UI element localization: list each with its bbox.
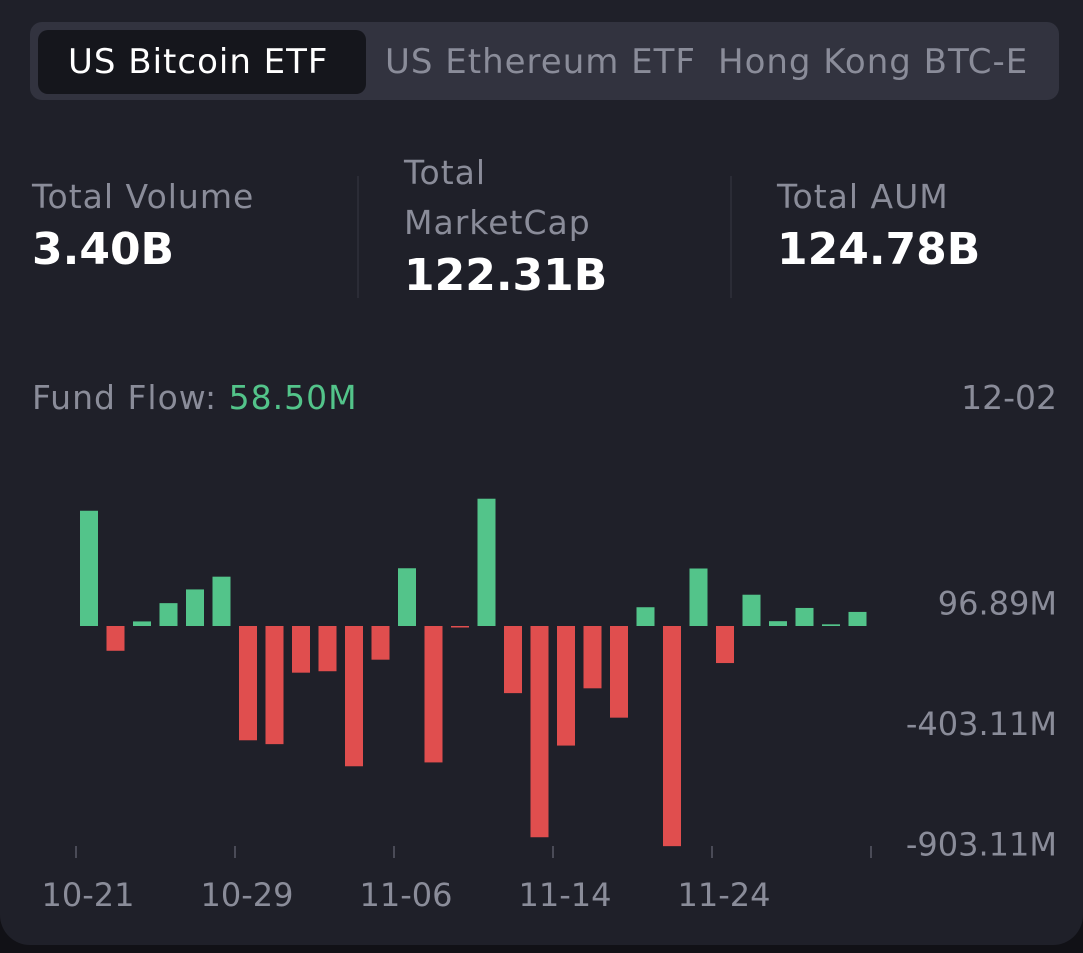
flow-bar[interactable] [663,626,681,847]
stat-total-aum-label: Total AUM [777,177,949,216]
flow-bar[interactable] [80,510,98,626]
flow-bar[interactable] [451,626,469,628]
flow-bar[interactable] [398,568,416,626]
x-tick-label: 10-21 [42,876,135,914]
y-tick-label: -403.11M [906,705,1057,743]
flow-bar[interactable] [212,576,231,626]
flow-bar[interactable] [265,626,284,745]
x-tick-label: 11-24 [678,876,771,914]
flow-bar[interactable] [345,626,363,767]
fund-flow-bar-chart[interactable]: 96.89M -403.11M -903.11M 10-21 10-29 11-06 11-… [0,460,1083,930]
flow-bar[interactable] [318,626,337,672]
flow-bar[interactable] [716,626,734,664]
flow-bar[interactable] [239,626,257,741]
stat-divider [357,176,359,298]
flow-bar[interactable] [557,626,575,746]
flow-bar[interactable] [769,621,787,626]
flow-bar[interactable] [610,626,628,718]
stat-total-volume: Total Volume 3.40B [32,172,352,278]
flow-bar[interactable] [848,611,867,626]
x-tick-label: 11-06 [360,876,453,914]
flow-bar[interactable] [186,589,204,626]
etf-tabbar: US Bitcoin ETF US Ethereum ETF Hong Kong… [30,22,1059,100]
flow-bar[interactable] [292,626,310,673]
y-tick-label: 96.89M [938,585,1057,623]
fund-flow-label: Fund Flow: 58.50M [32,378,358,417]
flow-bar[interactable] [133,621,151,626]
x-tick-label: 11-14 [519,876,612,914]
stat-total-volume-value: 3.40B [32,224,175,275]
tab-us-bitcoin-etf[interactable]: US Bitcoin ETF [38,30,366,94]
stat-total-volume-label: Total Volume [32,177,255,216]
flow-bar[interactable] [822,624,840,626]
flow-bar[interactable] [106,626,125,651]
flow-bar[interactable] [742,594,761,626]
fund-flow-value: 58.50M [228,378,358,417]
x-tick-label: 10-29 [201,876,294,914]
flow-bar[interactable] [583,626,602,689]
stat-total-aum: Total AUM 124.78B [777,172,1083,278]
flow-bar[interactable] [159,603,178,626]
stat-total-marketcap: Total MarketCap 122.31B [404,148,724,304]
flow-bar[interactable] [477,498,496,626]
flow-bar[interactable] [424,626,443,763]
stat-divider [730,176,732,298]
y-tick-label: -903.11M [906,825,1057,863]
flow-bar[interactable] [636,607,655,626]
fund-flow-date: 12-02 [961,378,1057,417]
flow-bar[interactable] [504,626,522,694]
stat-total-marketcap-label-line2: MarketCap [404,203,591,242]
flow-bar[interactable] [371,626,390,660]
flow-bar[interactable] [530,626,549,838]
stat-total-marketcap-label-line1: Total [404,153,487,192]
flow-bar[interactable] [689,568,708,626]
stat-total-aum-value: 124.78B [777,224,981,275]
fund-flow-title: Fund Flow: [32,378,218,417]
flow-bar[interactable] [795,607,814,626]
stat-total-marketcap-value: 122.31B [404,250,608,301]
tab-us-ethereum-etf[interactable]: US Ethereum ETF [385,42,696,82]
tab-hong-kong-btc-etf[interactable]: Hong Kong BTC-E [718,42,1029,82]
